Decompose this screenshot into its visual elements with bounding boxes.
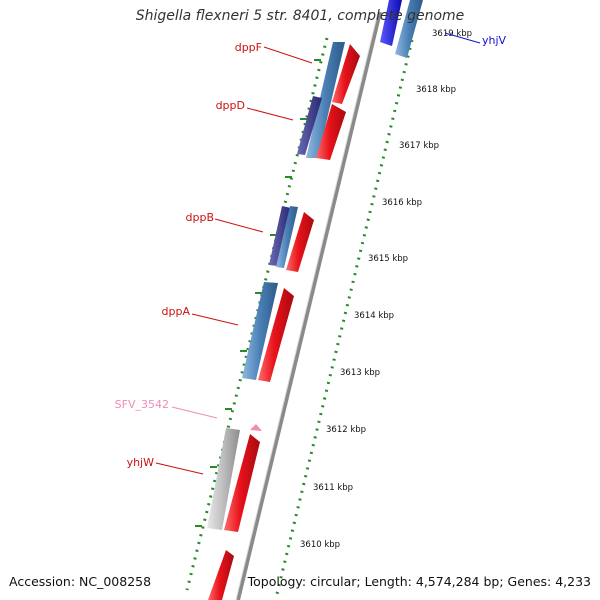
accession-text: Accession: NC_008258 bbox=[9, 574, 152, 589]
gene-label-group: dppF dppD dppB dppA SFV_3542 yhjW yhjV bbox=[115, 34, 507, 469]
tick-label-3618: 3618 kbp bbox=[416, 85, 456, 95]
gene-SFV_3542[interactable] bbox=[250, 424, 262, 431]
gene-dppD[interactable] bbox=[297, 96, 322, 155]
genome-backbone bbox=[236, 11, 382, 600]
gene-bottom-forward[interactable] bbox=[208, 550, 234, 600]
gene-yhjV-2[interactable] bbox=[395, 0, 423, 58]
tick-label-3612: 3612 kbp bbox=[326, 425, 366, 435]
tick-label-3611: 3611 kbp bbox=[313, 483, 353, 493]
gene-label-SFV_3542[interactable]: SFV_3542 bbox=[115, 398, 169, 411]
gene-label-dppB[interactable]: dppB bbox=[186, 211, 215, 224]
gene-dppA[interactable] bbox=[242, 282, 278, 380]
gene-dppD-forward[interactable] bbox=[316, 104, 346, 160]
tick-label-3613: 3613 kbp bbox=[340, 368, 380, 378]
gene-dppF-forward[interactable] bbox=[332, 44, 360, 104]
gene-label-yhjW[interactable]: yhjW bbox=[127, 456, 155, 469]
gene-shapes bbox=[207, 0, 423, 600]
tick-label-3617: 3617 kbp bbox=[399, 141, 439, 151]
gene-label-dppA[interactable]: dppA bbox=[162, 305, 191, 318]
gene-dppB[interactable] bbox=[276, 206, 298, 268]
tick-label-3614: 3614 kbp bbox=[354, 311, 394, 321]
genome-backbone-highlight bbox=[235, 11, 379, 600]
outer-major-ticks bbox=[195, 59, 321, 527]
gene-dppF[interactable] bbox=[306, 42, 345, 158]
label-leaders bbox=[155, 32, 481, 475]
tick-label-3610: 3610 kbp bbox=[300, 540, 340, 550]
gene-yhjW-grey[interactable] bbox=[207, 428, 240, 530]
ruler-labels: 3610 kbp 3611 kbp 3612 kbp 3613 kbp 3614… bbox=[300, 29, 472, 550]
gene-yhjV[interactable] bbox=[380, 0, 402, 46]
gene-label-yhjV[interactable]: yhjV bbox=[482, 34, 507, 47]
gene-dppB-forward[interactable] bbox=[286, 212, 314, 272]
gene-dppA-forward[interactable] bbox=[258, 288, 294, 382]
tick-label-3619: 3619 kbp bbox=[432, 29, 472, 39]
gene-dppB-dark[interactable] bbox=[269, 206, 291, 266]
gene-label-dppF[interactable]: dppF bbox=[235, 41, 262, 54]
genome-summary-text: Topology: circular; Length: 4,574,284 bp… bbox=[247, 574, 591, 589]
gene-yhjW[interactable] bbox=[224, 434, 260, 532]
map-title: Shigella flexneri 5 str. 8401, complete … bbox=[135, 8, 465, 24]
tick-label-3616: 3616 kbp bbox=[382, 198, 422, 208]
gene-label-dppD[interactable]: dppD bbox=[216, 99, 245, 112]
tick-label-3615: 3615 kbp bbox=[368, 254, 408, 264]
